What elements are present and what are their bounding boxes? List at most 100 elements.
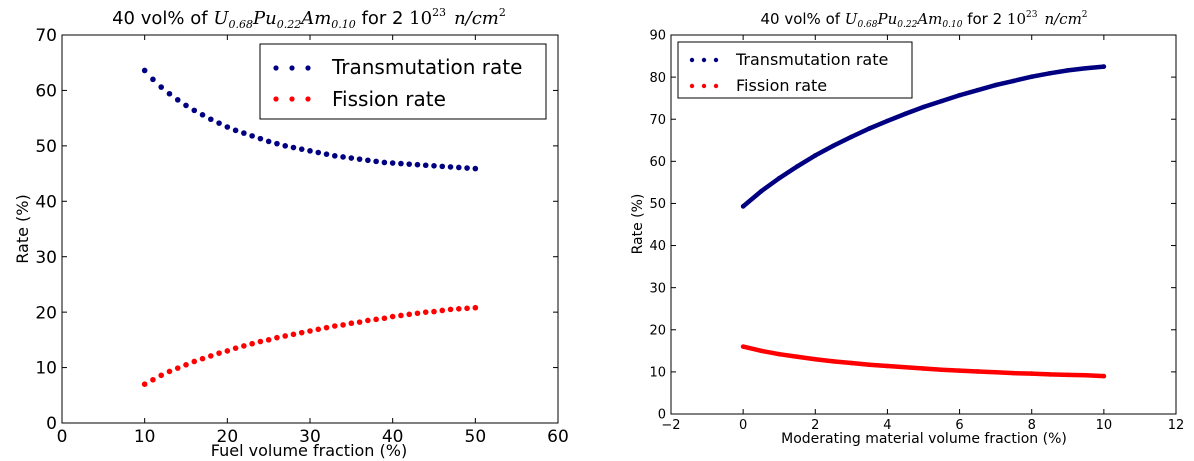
right-legend-label-transmutation: Transmutation rate xyxy=(735,50,888,69)
right-series-fission-point xyxy=(1065,372,1071,378)
right-series-fission-point xyxy=(921,366,926,371)
right-chart-title: 40 vol% of U0.68Pu0.22Am0.10 for 2 1023 n… xyxy=(760,10,1087,30)
left-legend-marker-transmutation xyxy=(305,65,311,71)
left-y-tick-label: 30 xyxy=(35,248,57,268)
right-series-transmutation-point xyxy=(849,134,854,140)
left-x-tick-label: 10 xyxy=(134,427,156,447)
left-y-tick-label: 70 xyxy=(35,26,57,46)
left-series-transmutation-point xyxy=(332,153,338,159)
left-series-transmutation-point xyxy=(447,164,454,170)
right-series-transmutation-point xyxy=(758,188,764,194)
left-legend-label-fission: Fission rate xyxy=(332,87,446,111)
right-series-transmutation-point xyxy=(812,153,818,158)
right-y-axis-label: Rate (%) xyxy=(630,194,646,255)
right-series-fission-point xyxy=(993,370,998,375)
right-x-tick-label: 12 xyxy=(1168,418,1185,433)
left-series-fission-point xyxy=(348,320,355,327)
left-series-fission-point xyxy=(323,324,330,331)
right-y-tick-label: 0 xyxy=(658,408,666,423)
right-series-fission-point xyxy=(939,367,944,373)
left-series-transmutation-point xyxy=(166,90,173,97)
left-series-fission-point xyxy=(389,313,396,320)
left-series-transmutation-point xyxy=(191,107,198,114)
right-y-tick-label: 70 xyxy=(649,113,666,128)
left-x-tick-label: 0 xyxy=(57,427,68,447)
left-series-transmutation-point xyxy=(464,165,470,171)
left-series-transmutation-point xyxy=(241,130,247,136)
left-legend-marker-transmutation xyxy=(273,65,279,71)
left-series-transmutation-point xyxy=(439,163,446,170)
left-y-tick-label: 40 xyxy=(35,192,57,212)
right-y-tick-label: 80 xyxy=(649,71,666,86)
right-series-fission-point xyxy=(1029,371,1035,376)
left-series-fission-point xyxy=(191,358,198,365)
left-legend-marker-fission xyxy=(289,96,295,102)
left-series-transmutation-point xyxy=(224,124,231,130)
right-series-fission-point xyxy=(776,351,782,357)
left-series-fission-point xyxy=(224,348,231,354)
left-series-transmutation-point xyxy=(398,160,404,167)
right-series-fission-line xyxy=(740,344,1107,379)
left-series-transmutation-point xyxy=(307,148,313,154)
right-title-prefix: 40 vol% of xyxy=(760,10,844,28)
left-series-fission-point xyxy=(332,323,338,329)
right-series-transmutation-point xyxy=(1011,78,1016,84)
left-series-fission-point xyxy=(439,307,446,314)
left-series-transmutation-point xyxy=(431,163,437,169)
right-series-fission-point xyxy=(1047,372,1053,377)
right-legend-marker-transmutation xyxy=(689,57,695,63)
left-series-fission-point xyxy=(472,304,479,311)
right-series-fission-point xyxy=(831,359,836,364)
left-series-fission-point xyxy=(307,328,313,334)
left-series-fission-point xyxy=(150,376,156,383)
right-series-fission-point xyxy=(812,356,818,362)
right-legend-box xyxy=(677,41,913,99)
right-series-transmutation-point xyxy=(975,87,980,93)
left-series-transmutation-point xyxy=(249,133,255,139)
left-series-transmutation-point xyxy=(348,155,355,161)
left-series-transmutation-point xyxy=(282,143,289,149)
right-x-axis-label: Moderating material volume fraction (%) xyxy=(781,431,1067,447)
left-series-layer xyxy=(141,67,479,388)
left-series-fission-point xyxy=(356,319,363,325)
left-x-tick-label: 40 xyxy=(382,427,404,447)
left-series-fission-point xyxy=(265,337,272,343)
left-series-transmutation-point xyxy=(150,76,156,83)
left-legend-label-transmutation: Transmutation rate xyxy=(331,55,522,79)
left-series-transmutation-point xyxy=(323,151,330,157)
left-series-transmutation-point xyxy=(456,164,462,171)
left-series-fission-point xyxy=(274,334,280,341)
right-legend-marker-fission xyxy=(689,83,695,89)
left-series-fission-point xyxy=(241,343,247,349)
left-series-fission-point xyxy=(406,311,413,318)
left-chart: 40 vol% of U0.68Pu0.22Am0.10 for 2 1023 n… xyxy=(13,6,569,460)
left-series-transmutation-point xyxy=(365,157,371,164)
right-series-fission-point xyxy=(957,368,962,373)
left-series-transmutation-point xyxy=(406,161,413,167)
left-series-transmutation-point xyxy=(232,127,239,134)
right-x-tick-label: 6 xyxy=(955,418,963,433)
left-series-transmutation-point xyxy=(414,161,421,168)
left-series-fission-point xyxy=(298,329,305,336)
left-series-fission-point xyxy=(290,331,297,338)
right-y-tick-label: 30 xyxy=(649,281,666,296)
left-series-transmutation-point xyxy=(216,120,222,126)
right-series-fission-point xyxy=(1011,370,1016,376)
left-series-fission-point xyxy=(381,315,388,322)
left-series-fission-point xyxy=(373,316,379,323)
left-x-tick-label: 60 xyxy=(547,427,569,447)
left-series-fission-point xyxy=(232,345,239,351)
left-series-fission-point xyxy=(199,355,206,362)
left-series-fission-point xyxy=(257,338,264,345)
right-series-fission-point xyxy=(849,360,854,366)
right-plot-area xyxy=(670,34,1177,415)
left-series-fission-point xyxy=(282,333,289,339)
left-x-tick-label: 20 xyxy=(217,427,239,447)
right-series-transmutation-point xyxy=(794,164,800,169)
right-legend-marker-transmutation xyxy=(713,57,719,63)
left-y-tick-label: 20 xyxy=(35,303,57,323)
left-series-transmutation-point xyxy=(174,97,181,103)
left-y-tick-label: 60 xyxy=(35,82,57,102)
left-series-transmutation-point xyxy=(208,116,214,123)
